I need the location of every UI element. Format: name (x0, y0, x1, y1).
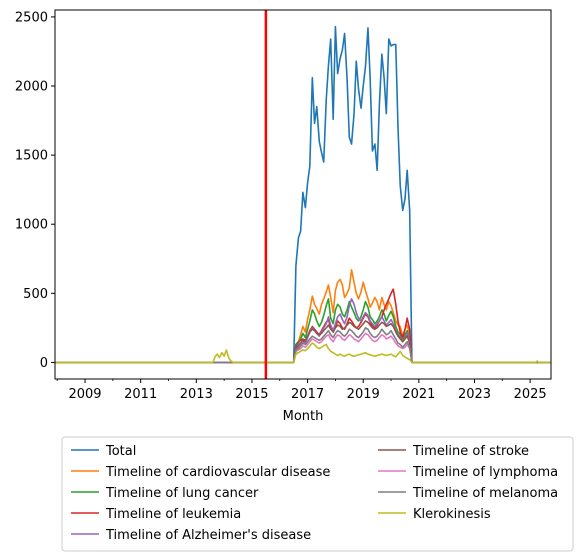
x-tick-label: 2025 (514, 387, 547, 402)
x-axis-label: Month (283, 409, 324, 424)
plot-frame (54, 9, 552, 380)
x-tick-label: 2023 (458, 387, 491, 402)
y-tick-label: 1500 (15, 149, 48, 164)
y-tick-label: 1000 (15, 218, 48, 233)
series-line-0 (55, 25, 551, 364)
series-layer (55, 25, 551, 364)
legend-label: Klerokinesis (413, 507, 491, 522)
x-tick-label: 2009 (68, 387, 101, 402)
legend-label: Timeline of stroke (412, 444, 529, 459)
series-line-7 (55, 327, 551, 364)
y-tick-label: 0 (40, 356, 48, 371)
legend-label: Timeline of leukemia (105, 507, 241, 522)
x-tick-label: 2019 (347, 387, 380, 402)
x-tick-label: 2015 (235, 387, 268, 402)
series-line-4 (55, 298, 551, 364)
x-tick-label: 2011 (124, 387, 157, 402)
legend: Total Timeline of cardiovascular disease T… (61, 436, 574, 552)
legend-label: Timeline of lung cancer (105, 486, 259, 501)
y-tick-label: 2500 (15, 10, 48, 25)
series-line-6 (55, 332, 551, 364)
series-line-2 (55, 298, 551, 364)
legend-label: Timeline of lymphoma (412, 465, 558, 480)
legend-label: Timeline of Alzheimer's disease (105, 528, 311, 543)
y-tick-label: 500 (23, 287, 48, 302)
x-tick-label: 2021 (402, 387, 435, 402)
series-line-5 (55, 320, 551, 364)
x-tick-label: 2017 (291, 387, 324, 402)
legend-label: Timeline of cardiovascular disease (105, 465, 330, 480)
series-line-3 (55, 288, 551, 364)
y-tick-label: 2000 (15, 80, 48, 95)
series-line-8 (55, 342, 551, 364)
x-tick-label: 2013 (180, 387, 213, 402)
series-line-1 (55, 269, 551, 364)
legend-label: Total (105, 444, 136, 459)
legend-label: Timeline of melanoma (412, 486, 558, 501)
legend-frame (61, 436, 574, 552)
ticks-layer: 2009 2011 2013 2015 2017 2019 2021 2023 2025 0 500… (15, 10, 547, 402)
